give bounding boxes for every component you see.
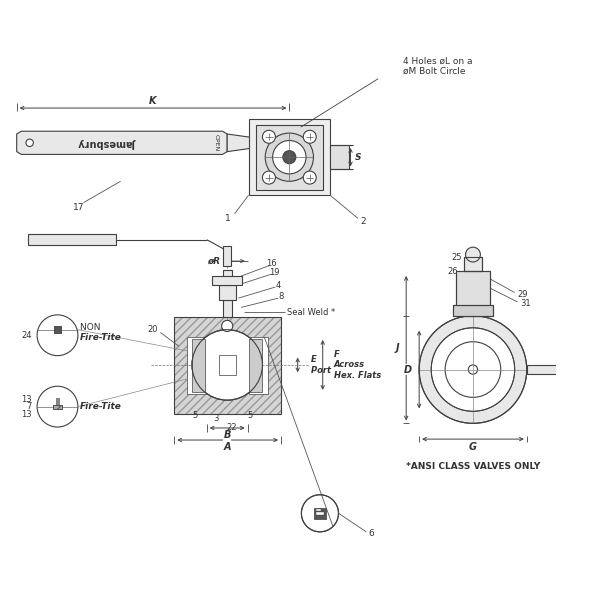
Circle shape [262,130,275,143]
Text: 6: 6 [368,529,374,538]
Bar [256,125,323,190]
Text: Fire-Tite: Fire-Tite [80,332,122,341]
Circle shape [255,138,264,148]
Text: J: J [395,343,399,353]
Bar [452,305,493,316]
Text: 4: 4 [275,281,281,290]
Text: E
Port Dia.: E Port Dia. [311,355,352,374]
Text: Seal Weld *: Seal Weld * [287,308,336,317]
Bar [314,508,326,519]
Bar [316,509,321,511]
Circle shape [283,151,296,164]
Bar [212,276,242,285]
Text: 17: 17 [73,203,85,212]
Text: 26: 26 [447,267,458,276]
Bar [219,355,236,375]
Text: 19: 19 [269,268,280,277]
Circle shape [445,342,501,397]
Bar [219,285,236,300]
Text: B: B [224,430,231,440]
Text: 29: 29 [517,290,528,299]
Bar [250,339,262,392]
Bar [316,512,323,515]
Text: 8: 8 [278,292,284,301]
Bar [192,339,205,392]
Bar [248,119,330,195]
Text: 20: 20 [147,325,158,334]
Bar [456,271,490,316]
Circle shape [469,365,478,374]
Bar [53,405,62,409]
Text: *ANSI CLASS VALVES ONLY: *ANSI CLASS VALVES ONLY [406,463,540,472]
Text: 1: 1 [225,214,231,223]
Text: G: G [469,442,477,452]
Circle shape [272,140,306,174]
Text: NON: NON [80,323,103,332]
Circle shape [221,320,233,332]
Text: OPEN: OPEN [214,134,218,151]
Bar [223,246,231,266]
Circle shape [431,328,515,411]
Bar [452,305,493,316]
Text: A: A [223,442,231,452]
Bar [456,271,490,316]
Text: 13: 13 [21,410,32,419]
Bar [464,257,482,271]
Text: 2: 2 [361,217,367,226]
Text: 25: 25 [451,253,461,262]
Circle shape [419,316,527,424]
Text: 7: 7 [26,402,32,411]
Circle shape [301,495,338,532]
Text: D: D [404,365,412,374]
Bar [175,317,281,414]
Bar [54,326,61,334]
Circle shape [466,247,481,262]
Circle shape [192,329,262,400]
Bar [223,300,232,317]
Text: K: K [149,95,157,106]
Bar [464,257,482,271]
Text: Jamesbury: Jamesbury [79,138,137,148]
Bar [187,337,206,394]
Text: 3: 3 [214,414,219,423]
Text: 5: 5 [248,412,253,421]
Text: 22: 22 [227,424,237,433]
Bar [54,326,61,334]
Bar [330,145,349,169]
Text: 24: 24 [21,331,32,340]
Text: 16: 16 [266,259,277,268]
Text: øR: øR [207,257,220,266]
Text: 5: 5 [192,412,197,421]
Text: Fire-Tite: Fire-Tite [80,402,122,411]
Bar [56,398,59,405]
Text: F
Across
Hex. Flats: F Across Hex. Flats [334,350,381,380]
Text: 31: 31 [520,299,531,308]
Polygon shape [227,134,255,152]
Circle shape [37,386,78,427]
Text: 4 Holes øL on a
øM Bolt Circle: 4 Holes øL on a øM Bolt Circle [403,56,473,76]
Text: S: S [355,152,361,161]
Bar [175,317,281,414]
Polygon shape [17,131,227,154]
Circle shape [303,171,316,184]
Text: 13: 13 [21,395,32,404]
Bar [223,271,232,285]
Bar [250,337,268,394]
Bar [53,405,62,409]
Circle shape [265,133,313,181]
Circle shape [303,130,316,143]
Polygon shape [527,365,580,374]
Circle shape [26,139,34,146]
Bar [28,234,116,245]
Circle shape [37,315,78,356]
Circle shape [262,171,275,184]
